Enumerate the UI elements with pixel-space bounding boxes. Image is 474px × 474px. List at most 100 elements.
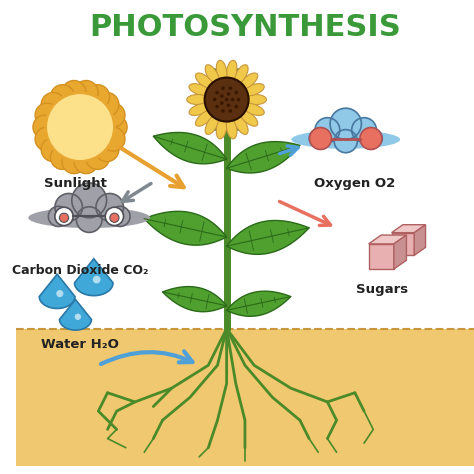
Circle shape bbox=[72, 183, 107, 218]
Text: Water H₂O: Water H₂O bbox=[41, 338, 119, 351]
Circle shape bbox=[330, 108, 361, 139]
Polygon shape bbox=[369, 235, 406, 244]
Text: Sunlight: Sunlight bbox=[44, 177, 107, 191]
Ellipse shape bbox=[212, 118, 220, 130]
Circle shape bbox=[315, 118, 340, 142]
Circle shape bbox=[215, 105, 219, 109]
Polygon shape bbox=[227, 291, 291, 316]
Circle shape bbox=[103, 115, 127, 139]
Circle shape bbox=[62, 149, 86, 173]
Circle shape bbox=[51, 85, 74, 109]
Ellipse shape bbox=[245, 94, 266, 105]
Ellipse shape bbox=[189, 83, 210, 96]
Circle shape bbox=[95, 137, 119, 162]
Ellipse shape bbox=[196, 106, 208, 114]
Circle shape bbox=[85, 146, 109, 169]
Ellipse shape bbox=[240, 110, 258, 126]
Circle shape bbox=[227, 103, 230, 107]
Circle shape bbox=[205, 78, 249, 121]
Circle shape bbox=[360, 128, 382, 149]
Polygon shape bbox=[144, 211, 227, 245]
Polygon shape bbox=[414, 225, 426, 255]
Ellipse shape bbox=[28, 208, 150, 228]
Circle shape bbox=[231, 98, 235, 101]
Ellipse shape bbox=[196, 85, 208, 93]
Circle shape bbox=[33, 115, 57, 139]
Ellipse shape bbox=[234, 115, 248, 135]
Circle shape bbox=[221, 109, 225, 113]
Circle shape bbox=[228, 86, 232, 90]
Circle shape bbox=[215, 91, 219, 94]
Polygon shape bbox=[227, 142, 300, 173]
Ellipse shape bbox=[216, 117, 227, 139]
Polygon shape bbox=[60, 300, 91, 330]
Ellipse shape bbox=[216, 60, 227, 82]
Polygon shape bbox=[392, 233, 414, 255]
Circle shape bbox=[55, 207, 73, 226]
Text: Sugars: Sugars bbox=[356, 283, 409, 296]
Circle shape bbox=[46, 93, 114, 162]
Circle shape bbox=[105, 207, 124, 226]
Ellipse shape bbox=[245, 106, 257, 114]
Ellipse shape bbox=[226, 60, 237, 82]
Circle shape bbox=[74, 81, 98, 105]
Circle shape bbox=[96, 193, 123, 221]
Circle shape bbox=[101, 103, 125, 127]
Circle shape bbox=[213, 98, 217, 101]
Circle shape bbox=[74, 149, 98, 173]
Ellipse shape bbox=[240, 73, 258, 89]
Circle shape bbox=[225, 98, 228, 101]
Circle shape bbox=[101, 127, 125, 151]
Circle shape bbox=[35, 103, 59, 127]
Ellipse shape bbox=[243, 83, 264, 96]
Ellipse shape bbox=[226, 117, 237, 139]
Ellipse shape bbox=[195, 73, 214, 89]
Circle shape bbox=[364, 129, 383, 147]
Circle shape bbox=[334, 129, 357, 153]
Circle shape bbox=[235, 105, 238, 109]
Circle shape bbox=[110, 213, 119, 222]
Circle shape bbox=[41, 92, 65, 117]
Text: Carbon Dioxide CO₂: Carbon Dioxide CO₂ bbox=[12, 264, 148, 277]
Circle shape bbox=[110, 206, 130, 227]
Ellipse shape bbox=[212, 69, 220, 81]
Polygon shape bbox=[39, 274, 75, 309]
Circle shape bbox=[228, 109, 232, 113]
Polygon shape bbox=[227, 220, 309, 255]
Ellipse shape bbox=[205, 65, 219, 84]
Circle shape bbox=[85, 85, 109, 109]
Text: Oxygen O2: Oxygen O2 bbox=[314, 177, 395, 191]
Polygon shape bbox=[392, 225, 426, 233]
Circle shape bbox=[55, 193, 82, 221]
Ellipse shape bbox=[243, 103, 264, 116]
Circle shape bbox=[76, 207, 102, 232]
Circle shape bbox=[220, 101, 224, 105]
Polygon shape bbox=[153, 132, 227, 164]
Ellipse shape bbox=[234, 65, 248, 84]
Circle shape bbox=[227, 92, 230, 96]
Polygon shape bbox=[74, 259, 113, 296]
Ellipse shape bbox=[189, 103, 210, 116]
Polygon shape bbox=[163, 287, 227, 312]
Circle shape bbox=[48, 206, 69, 227]
Circle shape bbox=[62, 81, 86, 105]
Circle shape bbox=[220, 94, 224, 98]
Circle shape bbox=[309, 129, 328, 147]
Ellipse shape bbox=[195, 110, 214, 126]
Circle shape bbox=[310, 128, 331, 149]
Polygon shape bbox=[394, 235, 406, 269]
Circle shape bbox=[75, 314, 81, 320]
Circle shape bbox=[51, 146, 74, 169]
Text: PHOTOSYNTHESIS: PHOTOSYNTHESIS bbox=[89, 12, 401, 42]
Circle shape bbox=[35, 127, 59, 151]
Circle shape bbox=[235, 91, 238, 94]
Circle shape bbox=[41, 137, 65, 162]
Circle shape bbox=[237, 98, 240, 101]
Circle shape bbox=[59, 213, 69, 222]
Ellipse shape bbox=[187, 94, 209, 105]
Polygon shape bbox=[369, 244, 394, 269]
Circle shape bbox=[56, 290, 64, 297]
Circle shape bbox=[352, 118, 376, 142]
Circle shape bbox=[95, 92, 119, 117]
Circle shape bbox=[93, 276, 100, 283]
